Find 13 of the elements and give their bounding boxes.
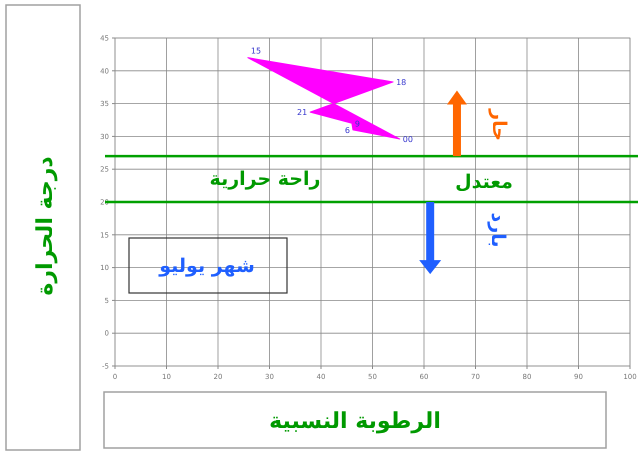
annotation: حار [488, 108, 510, 141]
annotation: 6 [344, 126, 350, 135]
annotation: 9 [354, 119, 360, 128]
annotation: راحة حرارية [210, 168, 320, 190]
annotation: بارد [487, 212, 509, 248]
y-axis-title: درجة الحرارة [33, 156, 58, 296]
annotation: معتدل [455, 171, 513, 193]
annotation: 18 [396, 78, 406, 87]
annotation: شهر يوليو [158, 255, 255, 277]
x-axis-title: الرطوبة النسبية [269, 409, 441, 434]
annotation: 00 [402, 135, 413, 144]
annotation: 15 [250, 46, 262, 56]
annotation: 21 [296, 108, 308, 118]
